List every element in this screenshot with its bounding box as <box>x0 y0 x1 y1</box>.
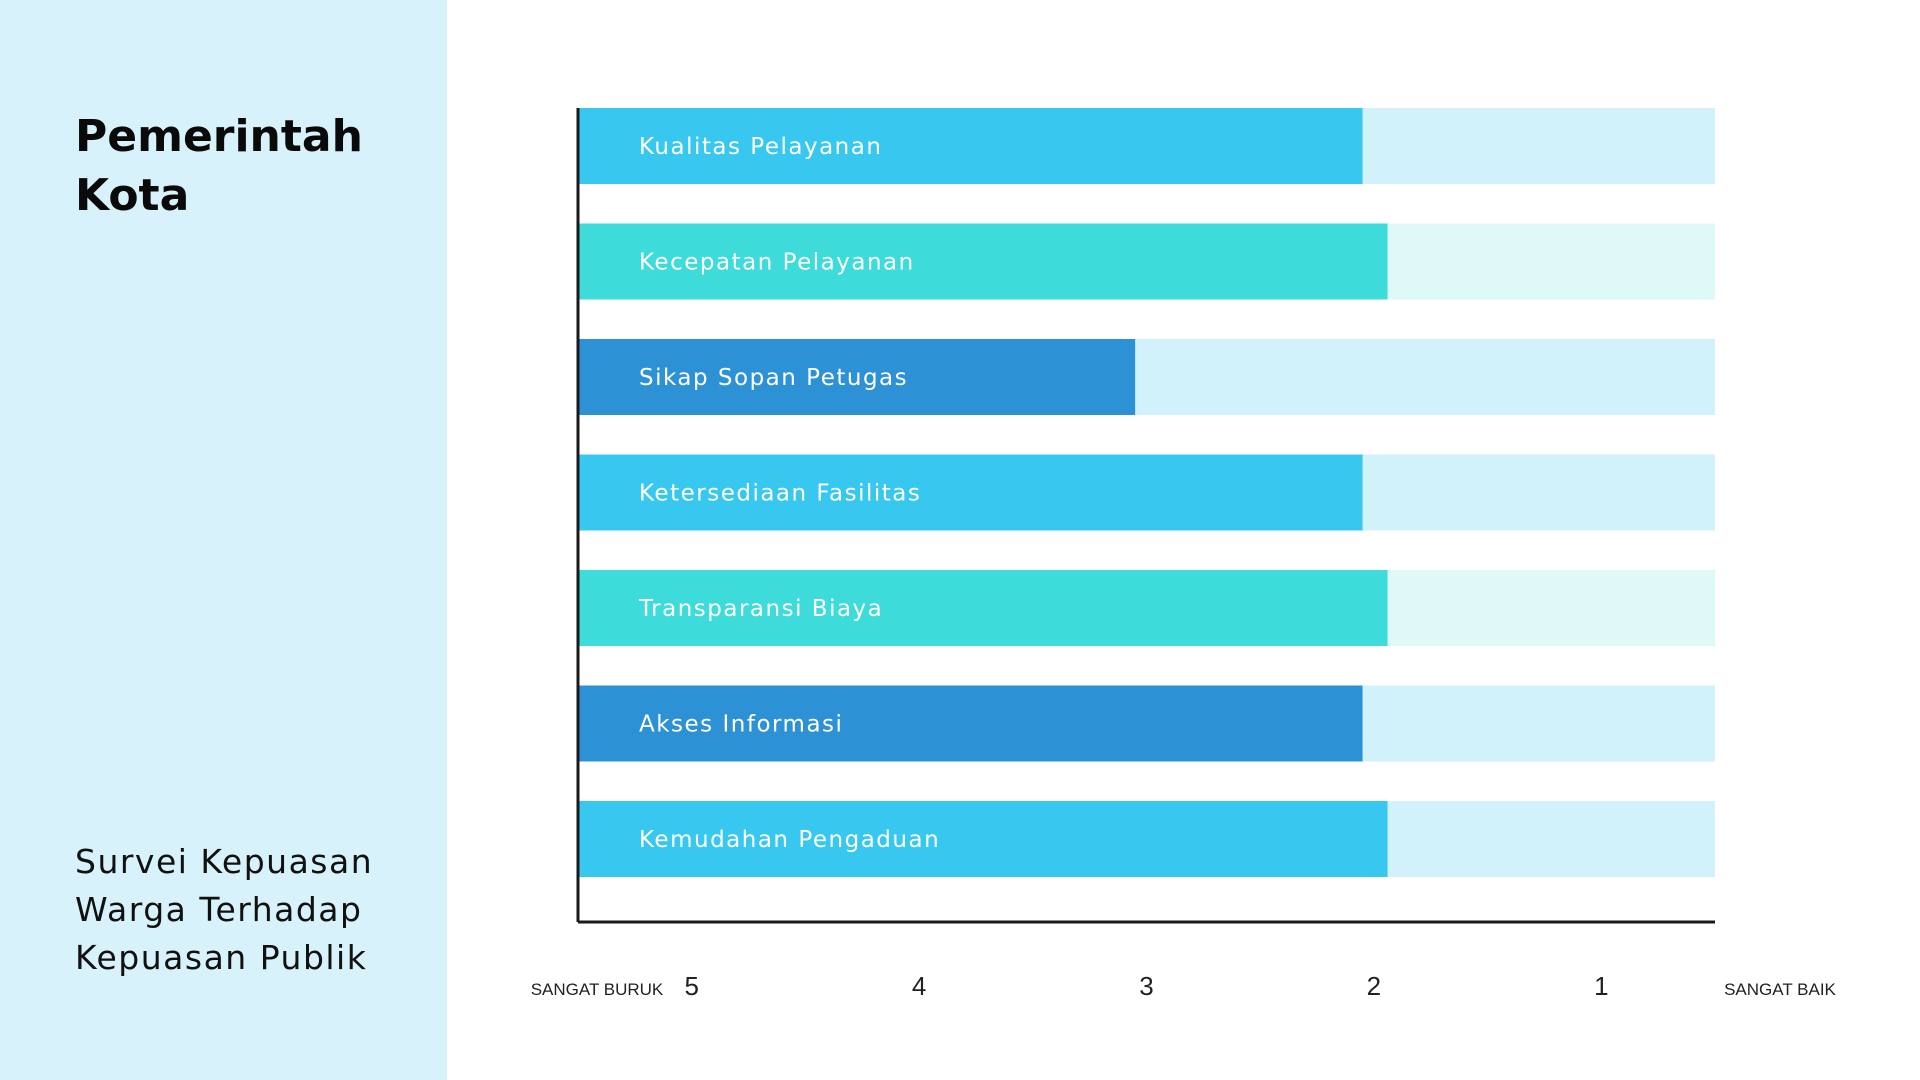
x-tick-label: 3 <box>1139 971 1153 1001</box>
bar-label: Kualitas Pelayanan <box>639 134 882 160</box>
x-tick-label: 2 <box>1367 971 1381 1001</box>
bar <box>578 108 1363 184</box>
page-title: Pemerintah Kota <box>75 111 363 221</box>
bar-label: Sikap Sopan Petugas <box>639 365 908 391</box>
page-subtitle: Survei Kepuasan Warga Terhadap Kepuasan … <box>75 842 374 977</box>
bar-label: Ketersediaan Fasilitas <box>639 481 921 507</box>
bar-label: Transparansi Biaya <box>638 596 883 622</box>
bar <box>578 570 1388 646</box>
bar <box>578 801 1388 877</box>
bar-label: Akses Informasi <box>639 712 843 738</box>
bar-label: Kemudahan Pengaduan <box>639 827 940 853</box>
x-tick-label: 5 <box>684 971 698 1001</box>
bar <box>578 339 1136 415</box>
x-axis-right-end-label: SANGAT BAIK <box>1724 980 1836 999</box>
x-tick-labels: 5 4 3 2 1 <box>684 971 1608 1001</box>
x-tick-label: 1 <box>1594 971 1608 1001</box>
sidebar-panel: Pemerintah Kota Survei Kepuasan Warga Te… <box>0 0 447 1080</box>
x-axis-left-end-label: SANGAT BURUK <box>531 980 664 999</box>
x-tick-label: 4 <box>912 971 926 1001</box>
bar-label: Kecepatan Pelayanan <box>639 250 915 276</box>
bar <box>578 223 1388 300</box>
bar <box>578 685 1363 762</box>
bars-group: Kualitas Pelayanan Kecepatan Pelayanan Sik… <box>578 108 1715 877</box>
bar <box>578 454 1363 531</box>
